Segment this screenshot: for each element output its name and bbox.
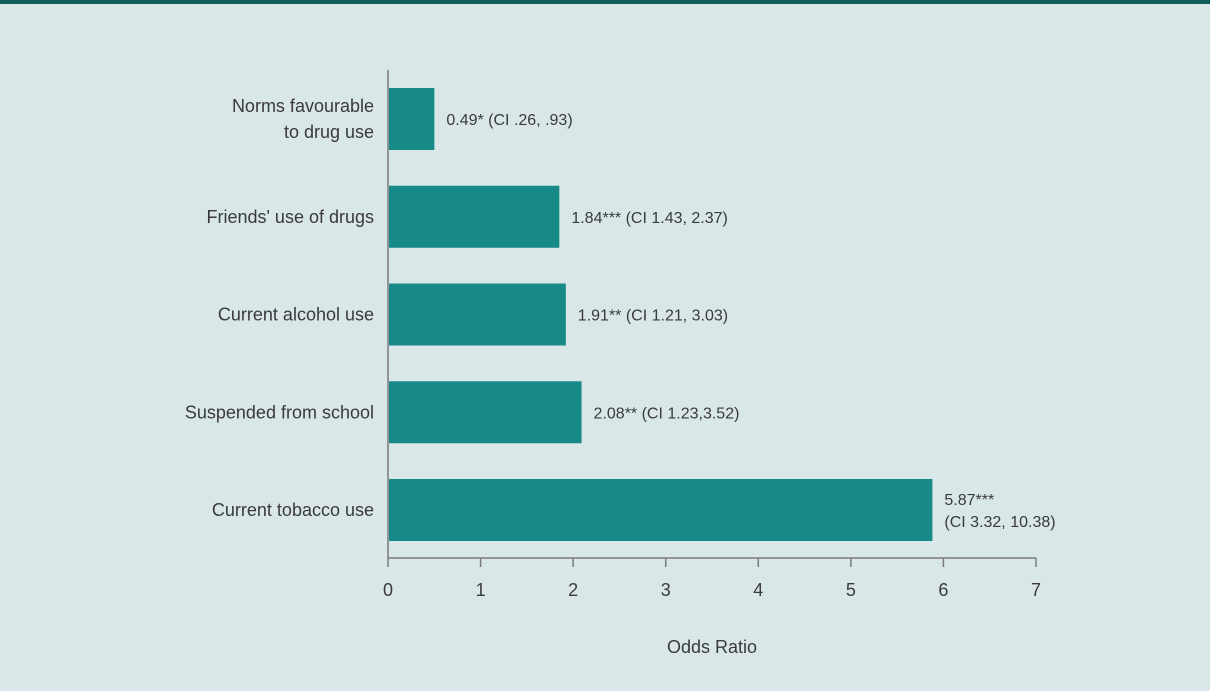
x-tick-label: 7 xyxy=(1031,580,1041,600)
x-axis-ticks: 0 1 2 3 4 5 6 7 xyxy=(383,558,1041,600)
bar xyxy=(389,185,560,248)
category-label: Norms favourable to drug use xyxy=(232,96,374,142)
top-rule xyxy=(0,0,1210,4)
x-tick-label: 3 xyxy=(661,580,671,600)
bar xyxy=(389,479,933,541)
x-tick-label: 2 xyxy=(568,580,578,600)
bar xyxy=(389,88,435,150)
data-label: 0.49* (CI .26, .93) xyxy=(446,112,572,129)
data-labels: 0.49* (CI .26, .93) 1.84*** (CI 1.43, 2.3… xyxy=(446,112,1055,531)
bars-group xyxy=(389,88,933,541)
x-axis-title: Odds Ratio xyxy=(667,637,757,657)
x-tick-label: 6 xyxy=(938,580,948,600)
x-tick-label: 5 xyxy=(846,580,856,600)
data-label: 1.91** (CI 1.21, 3.03) xyxy=(578,308,728,325)
x-tick-label: 1 xyxy=(476,580,486,600)
x-tick-label: 0 xyxy=(383,580,393,600)
data-label: 5.87*** (CI 3.32, 10.38) xyxy=(944,492,1055,531)
category-label: Current tobacco use xyxy=(212,500,374,520)
data-label: 1.84*** (CI 1.43, 2.37) xyxy=(571,210,728,227)
x-tick-label: 4 xyxy=(753,580,763,600)
category-labels: Norms favourable to drug use Friends' use … xyxy=(185,96,374,520)
category-label: Friends' use of drugs xyxy=(206,207,374,227)
data-label: 2.08** (CI 1.23,3.52) xyxy=(594,405,740,422)
category-label: Suspended from school xyxy=(185,402,374,422)
category-label: Current alcohol use xyxy=(218,305,374,325)
bar xyxy=(389,381,582,444)
bar xyxy=(389,283,566,346)
